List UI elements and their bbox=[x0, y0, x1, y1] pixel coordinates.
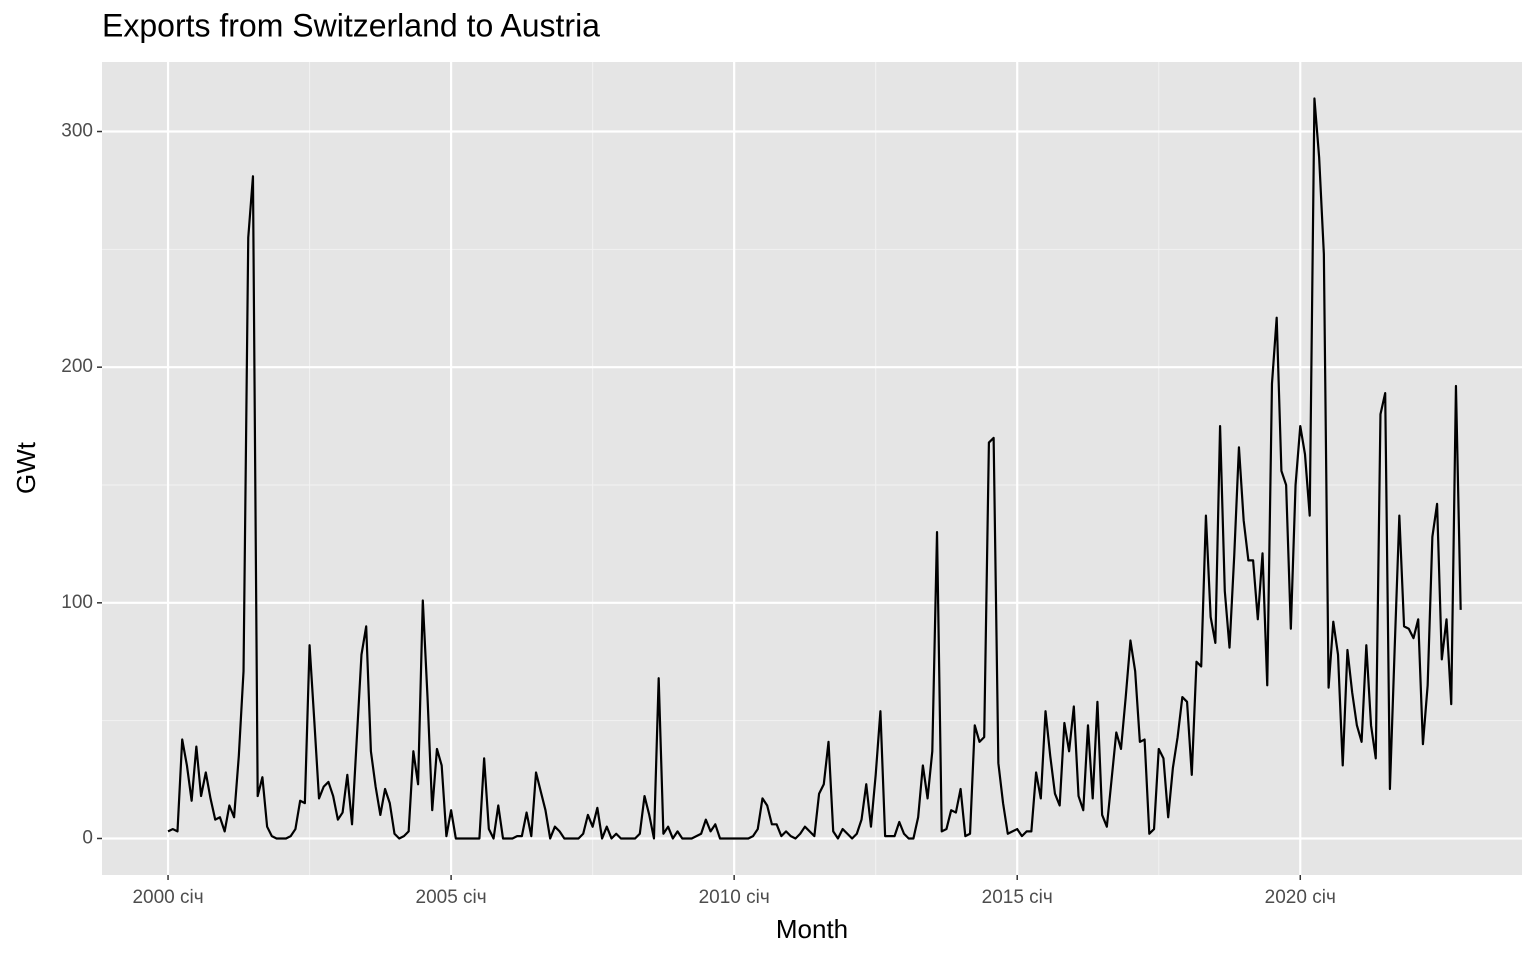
panel bbox=[102, 62, 1522, 875]
y-tick-label: 200 bbox=[61, 356, 93, 377]
x-tick-label: 2000 січ bbox=[132, 887, 203, 908]
axes: 0 100 200 300 2000 січ 2005 січ 2010 січ 2015 с… bbox=[61, 121, 1336, 908]
x-tick-label: 2015 січ bbox=[982, 887, 1053, 908]
marks bbox=[167, 97, 1462, 840]
y-tick-label: 100 bbox=[61, 592, 93, 613]
chart-title: Exports from Switzerland to Austria bbox=[102, 7, 600, 43]
y-tick-label: 300 bbox=[61, 121, 93, 142]
x-axis-title: Month bbox=[776, 914, 848, 944]
y-tick-label: 0 bbox=[82, 827, 93, 848]
x-tick-label: 2010 січ bbox=[699, 887, 770, 908]
y-axis-title: GWt bbox=[11, 441, 41, 494]
x-tick-label: 2005 січ bbox=[416, 887, 487, 908]
line bbox=[167, 97, 1462, 840]
x-tick-label: 2020 січ bbox=[1265, 887, 1336, 908]
grid bbox=[102, 62, 1522, 875]
